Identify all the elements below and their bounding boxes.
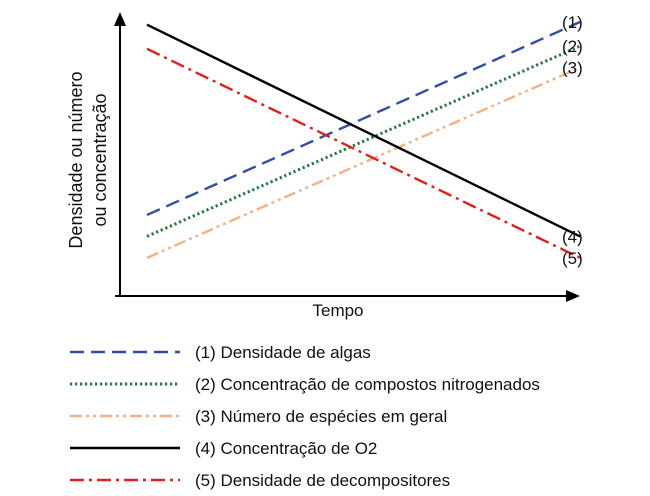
x-axis-label: Tempo: [312, 301, 363, 320]
legend-label-2: (2) Concentração de compostos nitrogenad…: [195, 375, 540, 394]
legend-label-1: (1) Densidade de algas: [195, 343, 371, 362]
y-axis-label-line1: Densidade ou número: [66, 71, 86, 248]
series-line-3: [146, 66, 581, 259]
series-group: [146, 20, 581, 259]
x-axis-arrow: [566, 290, 580, 302]
end-label-3: (3): [562, 59, 583, 78]
end-label-5: (5): [562, 249, 583, 268]
y-axis-arrow: [114, 12, 126, 26]
y-axis-label-line2: ou concentração: [90, 93, 110, 226]
series-line-1: [146, 20, 581, 217]
end-labels: (1) (2) (3) (4) (5): [562, 13, 583, 268]
legend-label-5: (5) Densidade de decompositores: [195, 471, 450, 490]
series-line-5: [146, 47, 581, 259]
series-line-4: [146, 23, 581, 238]
end-label-4: (4): [562, 227, 583, 246]
end-label-1: (1): [562, 13, 583, 32]
legend-label-4: (4) Concentração de O2: [195, 439, 377, 458]
legend-label-3: (3) Número de espécies em geral: [195, 407, 447, 426]
end-label-2: (2): [562, 37, 583, 56]
legend: (1) Densidade de algas (2) Concentração d…: [70, 343, 540, 490]
series-line-2: [146, 44, 581, 238]
